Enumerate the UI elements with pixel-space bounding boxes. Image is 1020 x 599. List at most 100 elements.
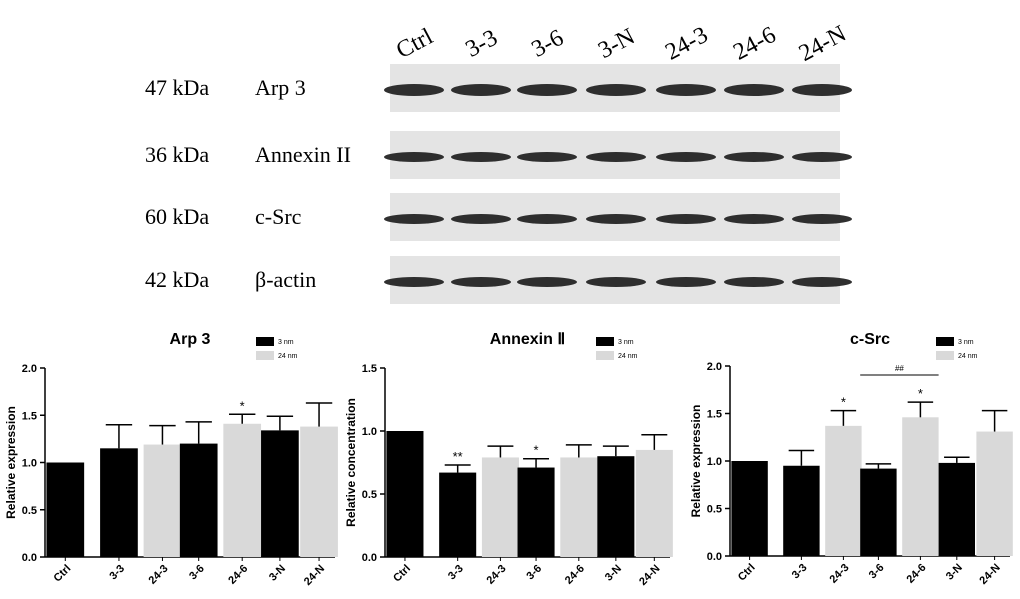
row-protein: Annexin II [255, 142, 351, 167]
blot-band [724, 152, 784, 162]
blot-band [517, 152, 577, 162]
blot-band [656, 84, 716, 96]
y-tick-label: 0.0 [22, 552, 37, 564]
significance: * [918, 386, 923, 401]
x-tick-label: Ctrl [391, 563, 413, 585]
bar [938, 462, 975, 556]
x-tick-label: 3-3 [446, 563, 466, 583]
blot-band [384, 152, 444, 162]
blot-band [792, 152, 852, 162]
x-tick-label: 24-3 [827, 562, 851, 586]
blot-band [656, 277, 716, 287]
blot-band [656, 214, 716, 224]
row-size: 60 kDa [145, 204, 209, 229]
y-tick-label: 1.5 [22, 410, 37, 422]
y-tick-label: 2.0 [22, 363, 37, 375]
bar [46, 462, 85, 557]
row-protein: β-actin [255, 267, 316, 292]
x-tick-label: 3-N [944, 562, 965, 583]
lane-label: 24-N [795, 21, 851, 67]
bar [223, 423, 262, 557]
lane-label: 3-6 [527, 25, 567, 63]
row-protein: Arp 3 [255, 75, 306, 100]
row-protein: c-Src [255, 204, 302, 229]
x-tick-label: 24-3 [484, 563, 508, 587]
blot-band [656, 152, 716, 162]
blot-band [586, 84, 646, 96]
bar [635, 449, 673, 557]
lane-label: Ctrl [392, 23, 437, 64]
row-size: 47 kDa [145, 75, 209, 100]
x-tick-label: 24-N [302, 563, 327, 588]
blot-band [724, 214, 784, 224]
legend-swatch [256, 351, 274, 360]
bar [100, 448, 138, 557]
y-tick-label: 0.0 [362, 552, 377, 564]
blot-band [451, 214, 511, 224]
x-tick-label: 3-6 [187, 563, 207, 583]
y-tick-label: 0.5 [22, 505, 37, 517]
bar [481, 457, 519, 557]
blot-band [586, 277, 646, 287]
y-axis-label: Relative expression [689, 405, 703, 518]
chart-title: c-Src [850, 331, 890, 348]
legend-swatch [256, 337, 274, 346]
blot-band [517, 214, 577, 224]
significance: ** [453, 449, 463, 464]
legend-label: 24 nm [958, 353, 978, 360]
x-tick-label: 24-3 [147, 563, 171, 587]
bar [597, 456, 635, 557]
bar [731, 461, 768, 556]
blot-band [451, 84, 511, 96]
y-tick-label: 1.5 [707, 409, 722, 421]
blot-band [792, 84, 852, 96]
blot-band [724, 277, 784, 287]
y-tick-label: 1.0 [707, 456, 722, 468]
lane-label: 3-3 [461, 25, 501, 63]
x-tick-label: 3-3 [107, 563, 127, 583]
y-tick-label: 1.0 [22, 458, 37, 470]
significance: * [841, 395, 846, 410]
significance: * [534, 443, 539, 458]
x-tick-label: 24-6 [904, 562, 928, 586]
bar [179, 443, 218, 557]
bar [439, 472, 477, 557]
y-tick-label: 2.0 [707, 361, 722, 373]
blot-band [586, 152, 646, 162]
bar [386, 431, 424, 557]
x-tick-label: 24-6 [226, 563, 250, 587]
legend-label: 24 nm [278, 353, 298, 360]
x-tick-label: 3-6 [524, 563, 544, 583]
x-tick-label: 24-6 [563, 563, 587, 587]
bar [143, 444, 182, 557]
bar [860, 468, 897, 556]
bar [783, 465, 820, 556]
blot-band [384, 214, 444, 224]
legend-label: 3 nm [278, 339, 294, 346]
y-tick-label: 0.0 [707, 551, 722, 563]
bar [261, 430, 299, 557]
legend-label: 24 nm [618, 353, 638, 360]
blot-band [792, 277, 852, 287]
blot-band [384, 84, 444, 96]
row-size: 36 kDa [145, 142, 209, 167]
bar [825, 425, 862, 556]
x-tick-label: 24-N [977, 562, 1002, 587]
x-tick-label: 3-N [603, 563, 624, 584]
bar [976, 431, 1013, 556]
x-tick-label: 3-N [267, 563, 288, 584]
blot-band [517, 277, 577, 287]
blot-band [384, 277, 444, 287]
lane-label: 24-6 [729, 22, 780, 66]
legend-label: 3 nm [958, 339, 974, 346]
blot-band [517, 84, 577, 96]
bar [560, 457, 598, 557]
legend-swatch [596, 351, 614, 360]
bar [300, 426, 338, 557]
bar [517, 467, 555, 557]
x-tick-label: Ctrl [736, 562, 758, 584]
legend-swatch [936, 337, 954, 346]
lane-label: 3-N [594, 24, 639, 64]
bar [902, 417, 939, 556]
